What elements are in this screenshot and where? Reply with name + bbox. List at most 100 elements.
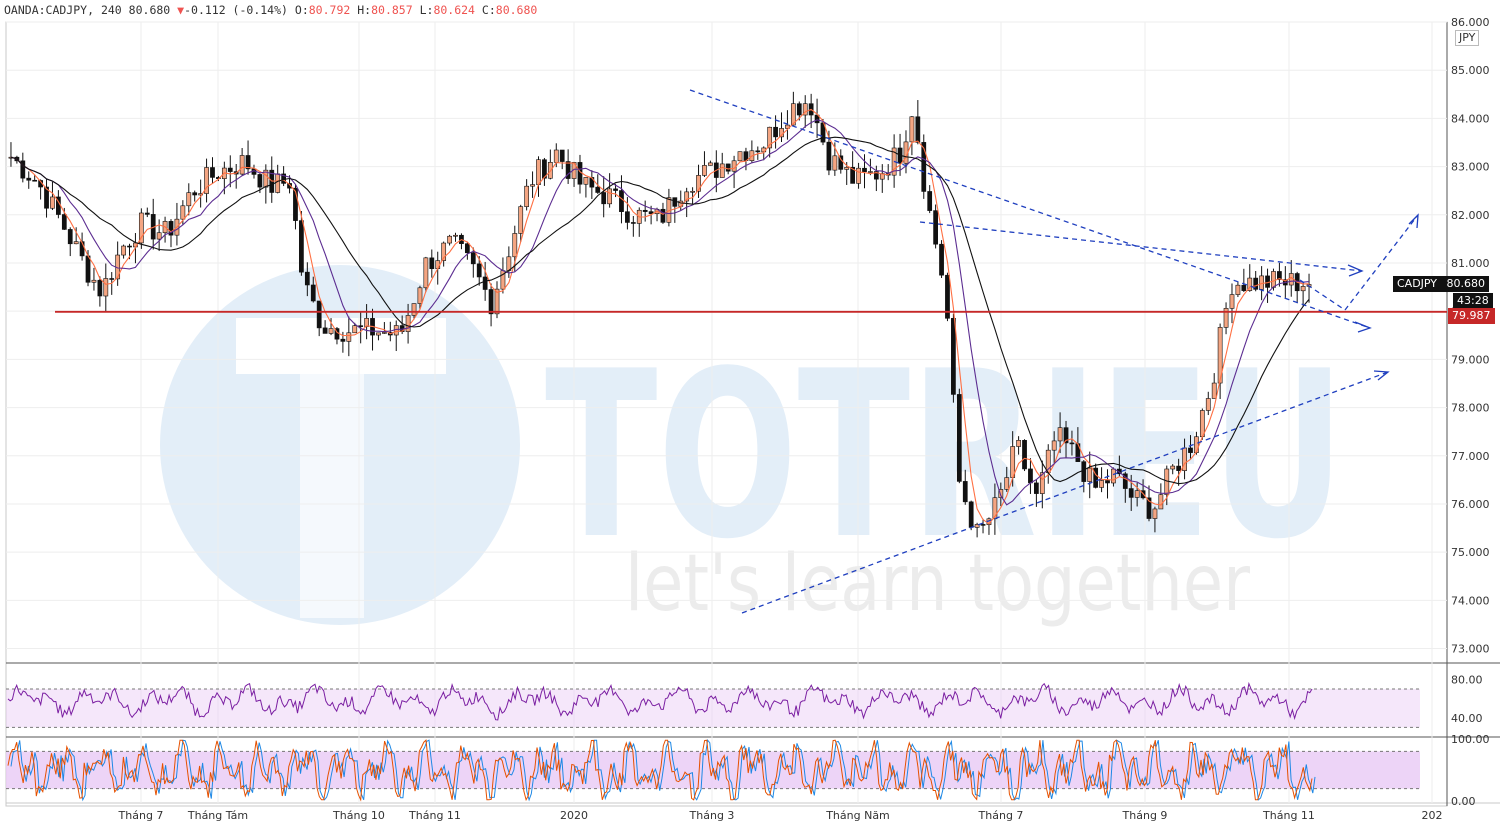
candle-body <box>690 190 695 193</box>
candle-body <box>257 174 263 188</box>
y-tick-label: 77.000 <box>1451 450 1490 463</box>
y-tick-label: 82.000 <box>1451 209 1490 222</box>
candle-body <box>524 185 530 207</box>
candle-body <box>429 257 435 269</box>
candle-body <box>1039 472 1045 494</box>
candle-body <box>1229 294 1235 309</box>
candle-body <box>1217 327 1223 384</box>
candle-body <box>310 284 316 302</box>
candle-body <box>287 183 292 189</box>
candle-body <box>73 241 79 245</box>
candle-body <box>559 149 565 162</box>
candle-body <box>67 229 73 245</box>
candle-body <box>441 242 447 261</box>
candle-body <box>1087 467 1093 482</box>
trend-line <box>741 371 1389 614</box>
candle-body <box>826 141 832 171</box>
candle-body <box>607 188 612 205</box>
trend-line <box>689 89 1371 329</box>
rsi-y-tick-label: 80.00 <box>1451 673 1483 686</box>
open-label: O: <box>294 3 309 17</box>
candle-body <box>684 191 690 202</box>
candle-body <box>915 116 921 143</box>
candle-body <box>103 278 109 297</box>
low-label: L: <box>419 3 434 17</box>
change-arrow-icon: ▼ <box>177 3 185 17</box>
candle-body <box>180 205 186 220</box>
high-value: 80.857 <box>371 3 413 17</box>
symbol-header: OANDA:CADJPY, 240 80.680 ▼-0.112 (-0.14%… <box>4 3 538 17</box>
candle-body <box>382 332 387 334</box>
candle-body <box>974 524 980 528</box>
candle-body <box>951 318 956 395</box>
trend-line <box>1299 279 1346 311</box>
candle-body <box>192 192 198 196</box>
candle-body <box>1152 508 1158 519</box>
y-tick-label: 83.000 <box>1451 161 1490 174</box>
candle-body <box>411 303 417 316</box>
candle-body <box>737 151 743 162</box>
y-tick-label: 76.000 <box>1451 498 1490 511</box>
candle-body <box>850 166 856 184</box>
currency-badge[interactable]: JPY <box>1455 30 1480 46</box>
rsi-line <box>7 681 1313 721</box>
candle-body <box>299 220 304 273</box>
candle-body <box>909 116 915 143</box>
candle-body <box>352 325 358 334</box>
candle-body <box>1105 480 1110 484</box>
candle-body <box>328 328 334 334</box>
arrow-head <box>1347 264 1364 277</box>
interval[interactable]: 240 <box>100 3 122 17</box>
candle-body <box>862 167 867 172</box>
candle-body <box>1188 447 1193 453</box>
candle-body <box>97 279 103 297</box>
rsi-y-tick-label: 40.00 <box>1451 712 1483 725</box>
candle-body <box>583 177 589 185</box>
candle-body <box>186 192 192 207</box>
last-price: 80.680 <box>128 3 171 17</box>
candle-body <box>945 274 950 319</box>
candle-body <box>708 162 713 166</box>
x-tick-label: 2020 <box>560 809 588 822</box>
candle-body <box>1235 284 1241 295</box>
candle-body <box>1051 440 1057 451</box>
candle-body <box>304 271 310 286</box>
candle-body <box>660 208 666 223</box>
x-tick-label: Tháng 9 <box>1122 809 1168 822</box>
candle-body <box>820 122 826 143</box>
close-value: 80.680 <box>495 3 538 17</box>
candle-body <box>239 155 245 175</box>
candle-body <box>1028 468 1033 484</box>
candle-body <box>376 332 381 336</box>
high-label: H: <box>357 3 372 17</box>
candle-body <box>50 196 55 209</box>
close-label: C: <box>481 3 496 17</box>
candle-body <box>613 188 618 191</box>
x-tick-label: Tháng 3 <box>689 809 735 822</box>
candle-body <box>1016 440 1021 447</box>
candle-body <box>927 191 933 211</box>
candle-body <box>1277 271 1282 280</box>
candle-body <box>725 163 731 172</box>
symbol-name[interactable]: OANDA:CADJPY <box>4 3 88 17</box>
candle-body <box>464 243 470 254</box>
candle-body <box>1022 440 1027 470</box>
candle-body <box>1122 473 1128 489</box>
candle-body <box>1271 271 1276 288</box>
candle-body <box>1247 277 1253 291</box>
candle-body <box>1158 494 1164 510</box>
candle-body <box>921 142 927 192</box>
candle-body <box>447 235 452 244</box>
candle-body <box>245 155 251 170</box>
ma-slow-line <box>10 136 1310 485</box>
candle-body <box>340 338 346 342</box>
y-tick-label: 79.000 <box>1451 353 1490 366</box>
arrow-head <box>1408 213 1419 229</box>
watermark-brand: TOTRIEU <box>545 323 1345 590</box>
candle-body <box>601 192 607 205</box>
candle-body <box>1034 482 1039 494</box>
candle-body <box>790 103 796 126</box>
candle-body <box>91 279 97 283</box>
